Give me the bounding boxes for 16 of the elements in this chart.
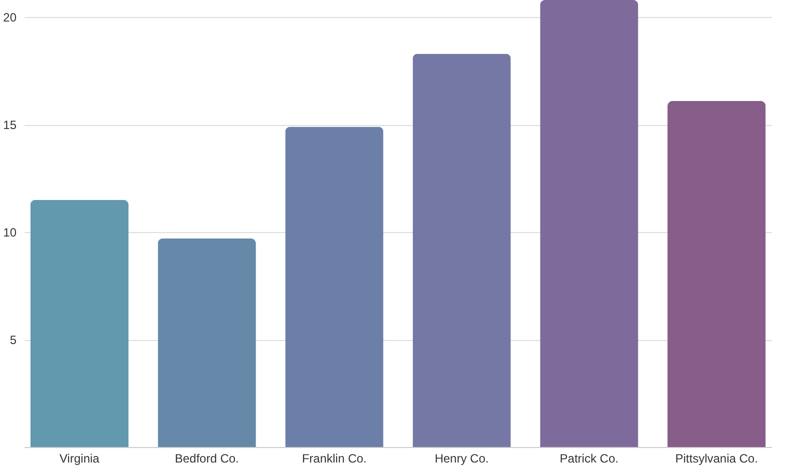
y-tick-label: 10 <box>3 226 17 240</box>
bar <box>158 238 256 447</box>
y-tick-label: 15 <box>3 118 17 132</box>
x-tick-label: Patrick Co. <box>560 452 618 466</box>
x-tick-label: Pittsylvania Co. <box>675 452 758 466</box>
y-tick-label: 5 <box>10 333 17 348</box>
x-tick-label: Henry Co. <box>434 452 489 466</box>
bar <box>668 101 766 447</box>
x-tick-label: Virginia <box>60 452 100 466</box>
y-tick-label: 20 <box>3 10 17 25</box>
x-tick-label: Bedford Co. <box>174 452 239 466</box>
bar <box>412 54 511 447</box>
bar <box>30 200 128 447</box>
bar <box>285 126 384 447</box>
x-tick-label: Franklin Co. <box>302 452 367 466</box>
bar <box>540 0 638 447</box>
